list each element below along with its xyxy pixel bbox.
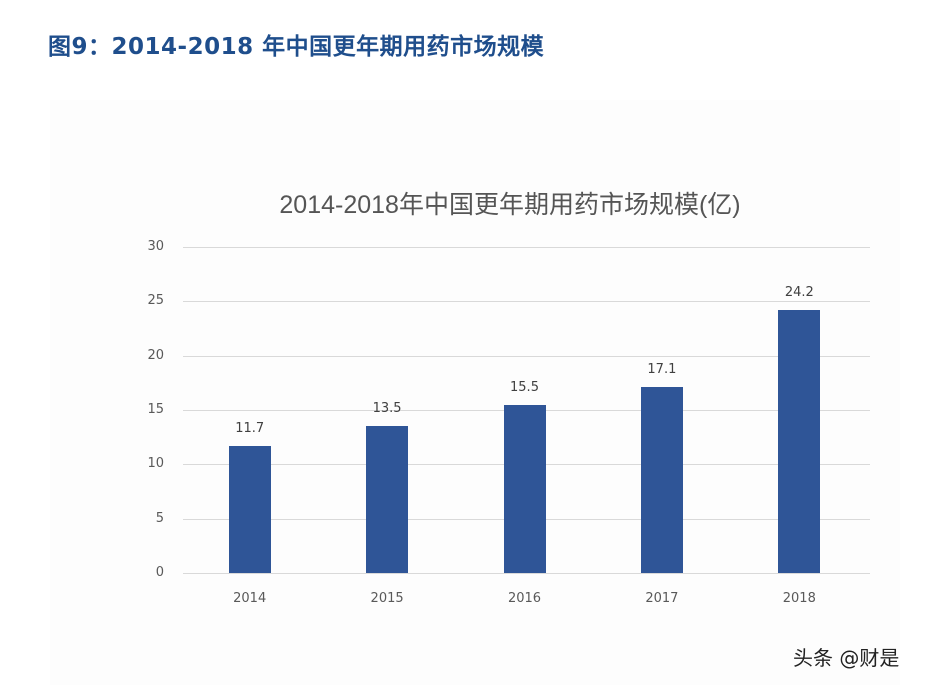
gridline — [183, 301, 870, 303]
bar-value-label: 13.5 — [372, 401, 402, 417]
gridline — [183, 247, 870, 248]
gridline — [183, 355, 870, 357]
x-tick-label: 2017 — [645, 591, 679, 606]
y-tick-label: 5 — [155, 510, 164, 526]
bar-value-label: 11.7 — [235, 420, 265, 436]
figure-title: 图9：2014-2018 年中国更年期用药市场规模 — [48, 34, 545, 60]
bar-value-label: 24.2 — [784, 285, 814, 301]
watermark: 头条 @财是 — [793, 646, 900, 670]
x-tick-label: 2018 — [782, 591, 816, 606]
bar-2016 — [503, 404, 546, 573]
chart-panel — [50, 100, 900, 685]
bar-2018 — [778, 310, 821, 573]
bar-value-label: 15.5 — [510, 379, 539, 395]
bar-value-label: 17.1 — [647, 362, 677, 378]
y-tick-label: 15 — [147, 402, 164, 417]
y-tick-label: 20 — [147, 347, 164, 363]
y-tick-label: 0 — [155, 565, 164, 580]
y-tick-label: 30 — [147, 239, 164, 254]
bar-2017 — [640, 387, 683, 573]
y-tick-label: 10 — [147, 456, 164, 472]
bar-2015 — [366, 426, 409, 573]
x-tick-label: 2016 — [507, 591, 542, 606]
x-tick-label: 2015 — [370, 591, 404, 606]
chart-title: 2014-2018年中国更年期用药市场规模(亿) — [279, 191, 741, 219]
gridline — [183, 573, 870, 574]
y-tick-label: 25 — [147, 293, 164, 309]
x-tick-label: 2014 — [233, 591, 267, 606]
bar-2014 — [228, 445, 271, 573]
